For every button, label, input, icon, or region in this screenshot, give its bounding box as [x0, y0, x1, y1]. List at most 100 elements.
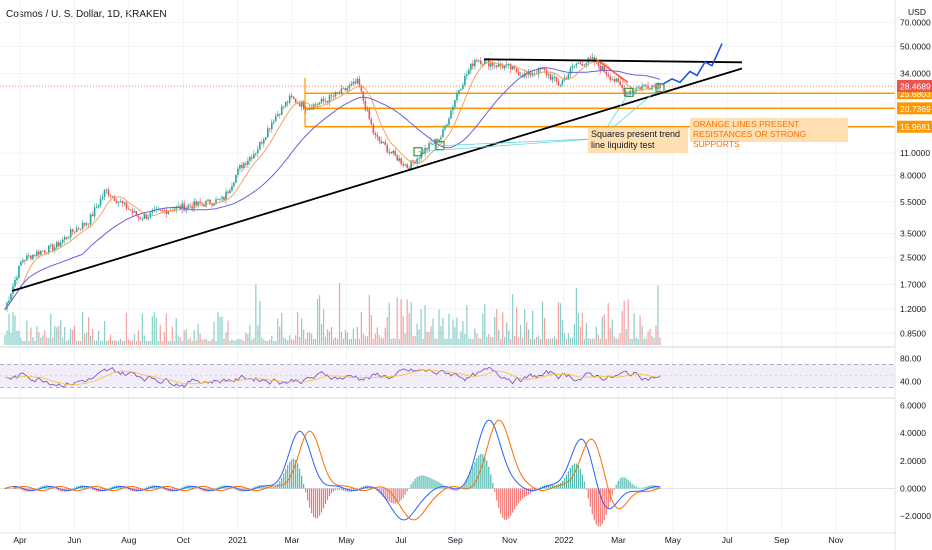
macd-histogram-bar [277, 483, 279, 489]
volume-bar [374, 333, 376, 345]
candle-body [77, 228, 80, 230]
candle-body [390, 151, 393, 154]
candle-body [243, 163, 245, 169]
volume-bar [143, 335, 145, 345]
candle-body [378, 136, 381, 141]
candle-body [83, 222, 86, 225]
volume-bar [563, 333, 566, 345]
volume-bar [289, 335, 291, 345]
volume-bar [573, 324, 575, 345]
volume-bar [285, 338, 287, 345]
volume-bar [135, 340, 137, 345]
volume-bar [494, 316, 496, 345]
macd-histogram-bar [139, 488, 141, 491]
volume-bar [84, 333, 86, 345]
volume-bar [360, 312, 362, 345]
price-tag [897, 120, 932, 133]
volume-bar [659, 337, 661, 345]
macd-histogram-bar [508, 488, 510, 519]
macd-histogram-bar [179, 488, 181, 489]
macd-histogram-bar [305, 488, 307, 493]
macd-histogram-bar [312, 488, 315, 517]
candle-body [109, 195, 112, 197]
macd-histogram-bar [625, 478, 627, 489]
candle-body [67, 237, 70, 239]
volume-bar [528, 329, 530, 345]
volume-bar [354, 338, 356, 345]
volume-bar [52, 337, 54, 345]
candle-body [161, 209, 164, 211]
macd-histogram-bar [655, 485, 657, 489]
volume-bar [516, 307, 518, 345]
volume-bar [655, 325, 657, 345]
volume-bar [314, 338, 317, 345]
candle-body [217, 198, 219, 200]
candle-body [531, 74, 534, 76]
volume-bar [113, 340, 116, 345]
candle-body [551, 76, 554, 80]
candle-body [615, 78, 618, 82]
macd-histogram-bar [324, 488, 327, 505]
macd-histogram-bar [301, 475, 303, 489]
candle-body [360, 86, 363, 92]
macd-histogram-bar [524, 488, 526, 498]
macd-histogram-bar [103, 488, 106, 491]
candle-body [316, 104, 319, 106]
volume-bar [189, 337, 191, 345]
volume-bar [131, 340, 134, 345]
macd-histogram-bar [567, 471, 570, 489]
macd-histogram-bar [569, 467, 572, 489]
volume-bar [518, 338, 520, 345]
candle-body [332, 95, 335, 97]
volume-bar [58, 325, 60, 345]
macd-histogram-bar [275, 485, 277, 489]
candle-body [55, 242, 58, 248]
candle-body [454, 100, 456, 107]
macd-histogram-bar [496, 488, 498, 501]
volume-bar [452, 319, 454, 345]
x-tick-label: Mar [285, 535, 300, 545]
candle-body [251, 157, 253, 159]
macd-histogram-bar [201, 488, 203, 491]
macd-histogram-bar [645, 486, 647, 489]
macd-histogram-bar [293, 458, 295, 489]
volume-bar [522, 337, 524, 345]
candle-body [470, 63, 472, 71]
candle-body [456, 93, 458, 101]
candle-body [73, 231, 76, 233]
candle-body [111, 196, 114, 197]
volume-bar [575, 287, 577, 345]
volume-bar [107, 340, 110, 345]
macd-histogram-bar [514, 488, 516, 510]
volume-bar [346, 332, 349, 345]
volume-bar [645, 338, 647, 345]
volume-bar [344, 329, 347, 345]
candle-body [137, 215, 140, 218]
candle-body [119, 201, 122, 203]
macd-histogram-bar [175, 488, 177, 491]
volume-bar [62, 338, 64, 345]
candle-body [330, 95, 333, 97]
candle-body [358, 78, 361, 87]
candle-body [543, 67, 546, 70]
candle-body [294, 98, 297, 103]
volume-bar [301, 318, 303, 345]
volume-bar [496, 308, 498, 345]
macd-histogram-bar [528, 488, 530, 495]
volume-bar [474, 328, 476, 345]
volume-bar [241, 339, 243, 345]
volume-bar [340, 331, 343, 345]
volume-bar [101, 340, 104, 345]
volume-bar [48, 337, 50, 345]
currency-label: USD [908, 7, 926, 17]
macd-histogram-bar [436, 481, 438, 489]
volume-bar [181, 340, 183, 345]
candle-body [14, 280, 16, 287]
macd-histogram-bar [438, 482, 440, 489]
macd-histogram-bar [382, 488, 384, 497]
candle-body [10, 293, 12, 301]
volume-bar [88, 317, 90, 345]
candle-body [272, 121, 275, 123]
volume-bar [159, 324, 161, 345]
